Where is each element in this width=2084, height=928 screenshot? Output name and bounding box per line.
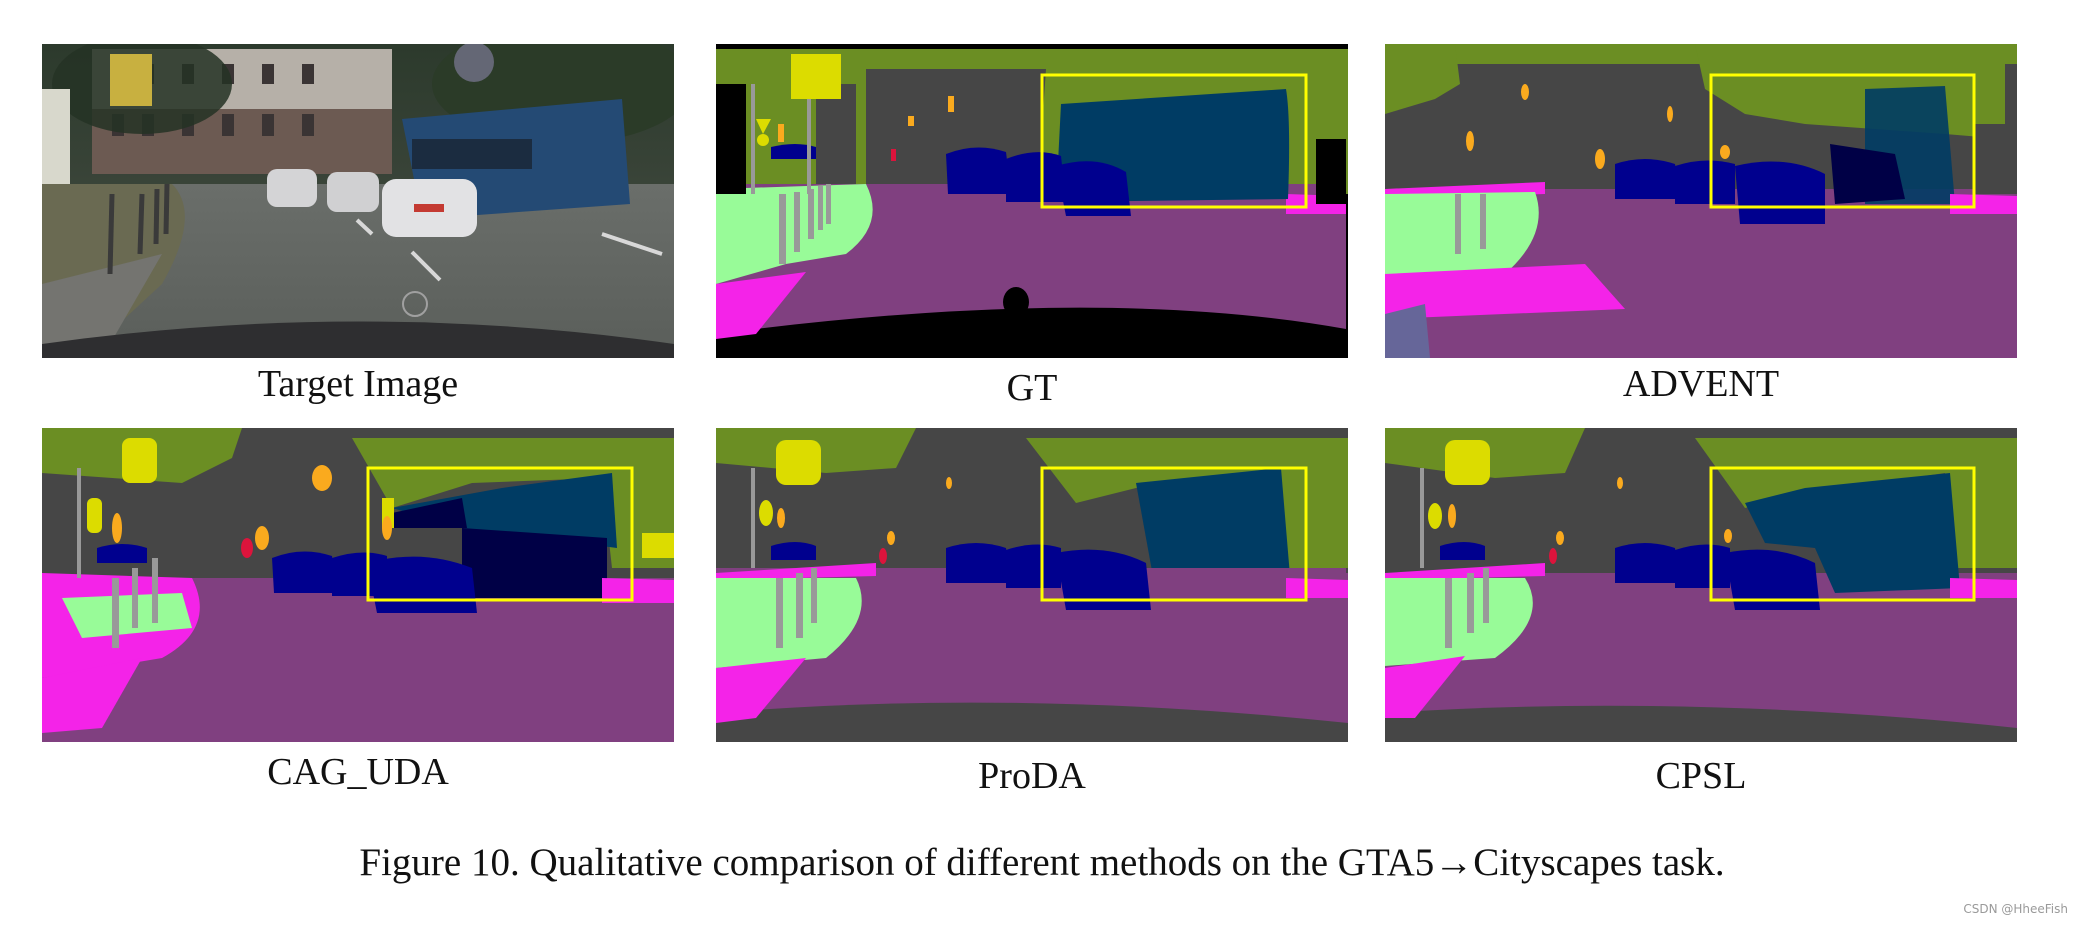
cag-uda-segmentation-map — [42, 428, 674, 742]
panel-label-target: Target Image — [257, 363, 459, 405]
proda-panel — [716, 428, 1348, 742]
highlight-box — [1040, 466, 1308, 602]
panel-label-proda: ProDA — [978, 755, 1086, 797]
panel-label-gt: GT — [1006, 367, 1058, 409]
cag-uda-panel — [42, 428, 674, 742]
panel-label-advent: ADVENT — [1622, 363, 1780, 405]
highlight-box — [1040, 73, 1308, 209]
advent-segmentation-map — [1385, 44, 2017, 358]
gt-segmentation-map — [716, 44, 1348, 358]
target-image-panel — [42, 44, 674, 358]
panel-label-cag-uda: CAG_UDA — [267, 751, 449, 793]
highlight-box — [1709, 466, 1976, 602]
street-photo — [42, 44, 674, 358]
highlight-box — [366, 466, 634, 602]
cpsl-panel — [1385, 428, 2017, 742]
figure-caption: Figure 10. Qualitative comparison of dif… — [359, 841, 1725, 884]
advent-panel — [1385, 44, 2017, 358]
watermark: CSDN @HheeFish — [1963, 902, 2068, 916]
gt-panel — [716, 44, 1348, 358]
panel-label-cpsl: CPSL — [1655, 755, 1747, 797]
proda-segmentation-map — [716, 428, 1348, 742]
cpsl-segmentation-map — [1385, 428, 2017, 742]
highlight-box — [1709, 73, 1976, 209]
